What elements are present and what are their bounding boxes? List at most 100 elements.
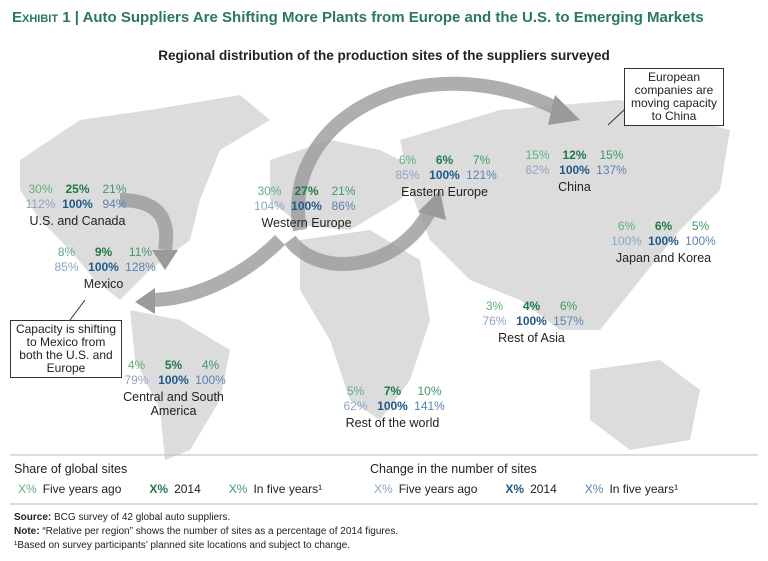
change-value: 100% — [62, 197, 93, 211]
share-values: 15% 12% 15% — [519, 148, 630, 162]
share-value: 4% — [127, 358, 146, 372]
share-value: 15% — [599, 148, 624, 162]
arrowheads — [135, 95, 580, 314]
legend-mark: X% — [228, 482, 248, 496]
region-name: Rest of the world — [345, 416, 440, 430]
share-value: 21% — [102, 182, 127, 196]
share-value: 8% — [57, 245, 76, 259]
subtitle: Regional distribution of the production … — [158, 48, 610, 63]
share-values: 6% 6% 5% — [608, 219, 719, 233]
share-value: 21% — [331, 184, 356, 198]
change-value: 100% — [516, 314, 547, 328]
arrow-us-mexico — [119, 193, 174, 252]
change-value: 85% — [395, 168, 420, 182]
share-value: 27% — [294, 184, 319, 198]
share-value: 6% — [654, 219, 673, 233]
change-values: 85% 100% 128% — [48, 260, 159, 274]
region-name: Central and South America — [123, 390, 224, 418]
legend-label: 2014 — [174, 482, 201, 496]
share-value: 6% — [398, 153, 417, 167]
change-value: 128% — [125, 260, 156, 274]
share-value: 25% — [65, 182, 90, 196]
share-value: 5% — [691, 219, 710, 233]
australia — [590, 360, 700, 450]
change-values: 85% 100% 121% — [389, 168, 500, 182]
change-value: 94% — [102, 197, 127, 211]
change-value: 141% — [414, 399, 445, 413]
arrow-europe-mexico — [149, 235, 285, 307]
share-values: 8% 9% 11% — [48, 245, 159, 259]
change-value: 157% — [553, 314, 584, 328]
share-values: 30% 27% 21% — [251, 184, 362, 198]
legend-mark: X% — [18, 482, 37, 496]
legend-label: 2014 — [530, 482, 557, 496]
share-value: 6% — [435, 153, 454, 167]
title: Exhibit 1 | Auto Suppliers Are Shifting … — [12, 9, 704, 26]
continents — [20, 95, 730, 460]
change-value: 112% — [25, 197, 56, 211]
exhibit: Exhibit 1 — [12, 9, 71, 26]
share-value: 12% — [562, 148, 587, 162]
region-name: Mexico — [83, 277, 124, 291]
share-values: 6% 6% 7% — [389, 153, 500, 167]
region-name: Rest of Asia — [498, 331, 565, 345]
legend-label: In five years¹ — [609, 482, 679, 496]
share-value: 5% — [164, 358, 183, 372]
share-value: 10% — [417, 384, 442, 398]
arrow-europe-east — [284, 206, 437, 271]
change-value: 100% — [291, 199, 322, 213]
source-label: Source: — [14, 512, 52, 523]
region-name: Eastern Europe — [401, 185, 488, 199]
arrowhead — [418, 190, 446, 220]
change-value: 100% — [559, 163, 590, 177]
note-text: “Relative per region” shows the number o… — [42, 526, 399, 537]
share-value: 4% — [201, 358, 220, 372]
legend-label: Five years ago — [42, 482, 122, 496]
legend-mark: X% — [149, 482, 169, 496]
change-values: 104% 100% 86% — [251, 199, 362, 213]
share-value: 6% — [559, 299, 578, 313]
change-value: 100% — [429, 168, 460, 182]
south-america — [130, 310, 230, 460]
footnote: ¹Based on survey participants’ planned s… — [14, 540, 350, 551]
legend-label: In five years¹ — [253, 482, 323, 496]
change-value: 86% — [331, 199, 356, 213]
change-value: 100% — [611, 234, 642, 248]
africa — [300, 230, 430, 420]
share-value: 6% — [617, 219, 636, 233]
arrowhead — [548, 95, 580, 125]
legend-row: X% Five years ago X% 2014 X% In five years¹ — [370, 482, 696, 496]
legend-mark: X% — [584, 482, 604, 496]
change-value: 100% — [685, 234, 716, 248]
change-value: 104% — [254, 199, 285, 213]
note: Note: “Relative per region” shows the nu… — [14, 526, 398, 537]
legend-mark: X% — [505, 482, 525, 496]
region-name: Western Europe — [261, 216, 352, 230]
legend-mark: X% — [374, 482, 393, 496]
legend-title: Share of global sites — [14, 462, 128, 476]
share-value: 9% — [94, 245, 113, 259]
legend-row: X% Five years ago X% 2014 X% In five years¹ — [14, 482, 340, 496]
note-label: Note: — [14, 526, 40, 537]
arrowhead — [152, 250, 178, 270]
change-value: 62% — [343, 399, 368, 413]
source: Source: BCG survey of 42 global auto sup… — [14, 512, 230, 523]
share-value: 7% — [472, 153, 491, 167]
share-value: 3% — [485, 299, 504, 313]
change-value: 76% — [482, 314, 507, 328]
callout: European companies are moving capacity t… — [624, 68, 724, 126]
change-values: 76% 100% 157% — [476, 314, 587, 328]
callout-leader — [69, 299, 86, 321]
share-value: 7% — [383, 384, 402, 398]
change-value: 85% — [54, 260, 79, 274]
share-value: 11% — [128, 245, 153, 259]
asia — [400, 100, 730, 330]
callout-leader — [607, 109, 625, 126]
change-value: 137% — [596, 163, 627, 177]
change-values: 62% 100% 137% — [519, 163, 630, 177]
share-values: 5% 7% 10% — [337, 384, 448, 398]
change-values: 62% 100% 141% — [337, 399, 448, 413]
change-value: 100% — [648, 234, 679, 248]
region-name: U.S. and Canada — [29, 214, 126, 228]
